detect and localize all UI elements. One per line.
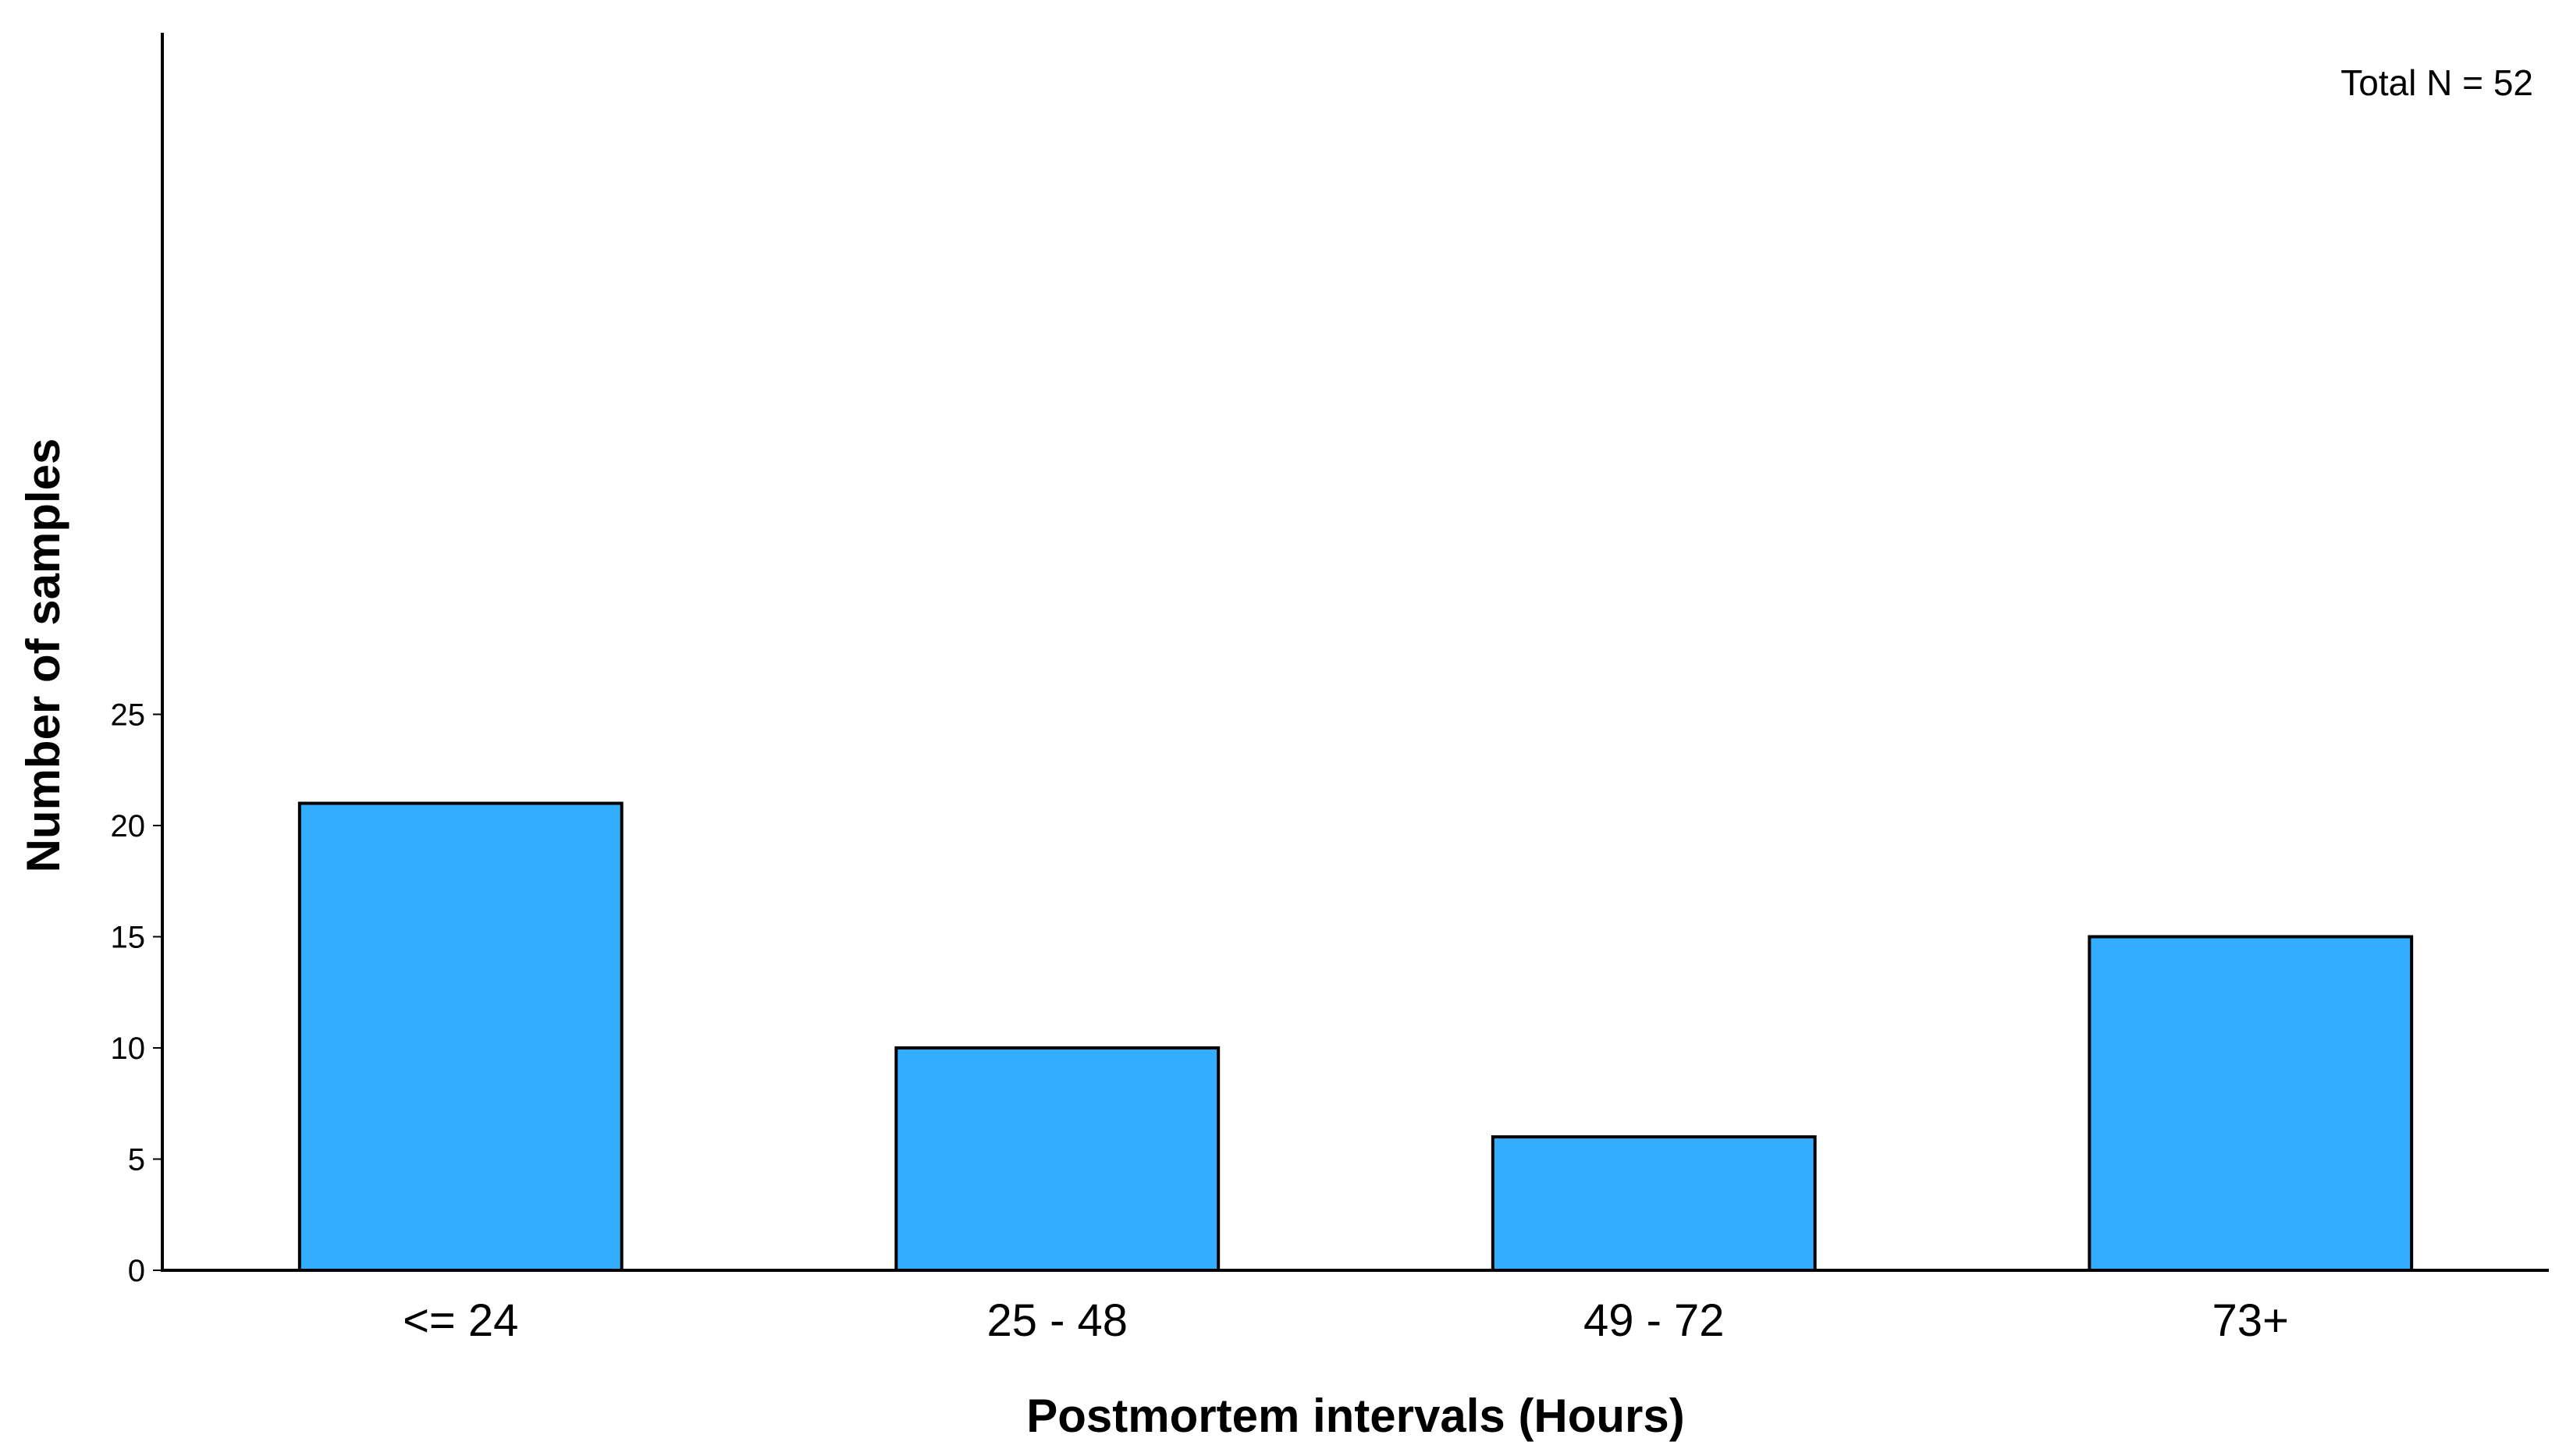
bars [297, 801, 2414, 1272]
y-tick-label: 15 [111, 921, 146, 955]
y-tick-label: 25 [111, 698, 146, 733]
x-tick-label: 49 - 72 [1583, 1295, 1725, 1346]
y-tick-label: 20 [111, 809, 146, 843]
y-axis-title: Number of samples [17, 439, 69, 873]
x-tick-label: <= 24 [403, 1295, 518, 1346]
bar [894, 1046, 1221, 1272]
bar [297, 801, 624, 1272]
x-tick-label: 25 - 48 [986, 1295, 1128, 1346]
x-tick-labels: <= 24 25 - 48 49 - 72 73+ [403, 1295, 2289, 1346]
bar [2088, 935, 2414, 1272]
x-tick-label: 73+ [2212, 1295, 2289, 1346]
y-tick-label: 10 [111, 1032, 146, 1066]
x-axis-title: Postmortem intervals (Hours) [1026, 1390, 1685, 1442]
y-ticks: 0 5 10 15 20 25 [111, 698, 162, 1288]
y-tick-label: 5 [128, 1143, 145, 1177]
y-tick-label: 0 [128, 1254, 145, 1288]
bar [1491, 1135, 1817, 1272]
total-n-annotation: Total N = 52 [2340, 62, 2533, 103]
